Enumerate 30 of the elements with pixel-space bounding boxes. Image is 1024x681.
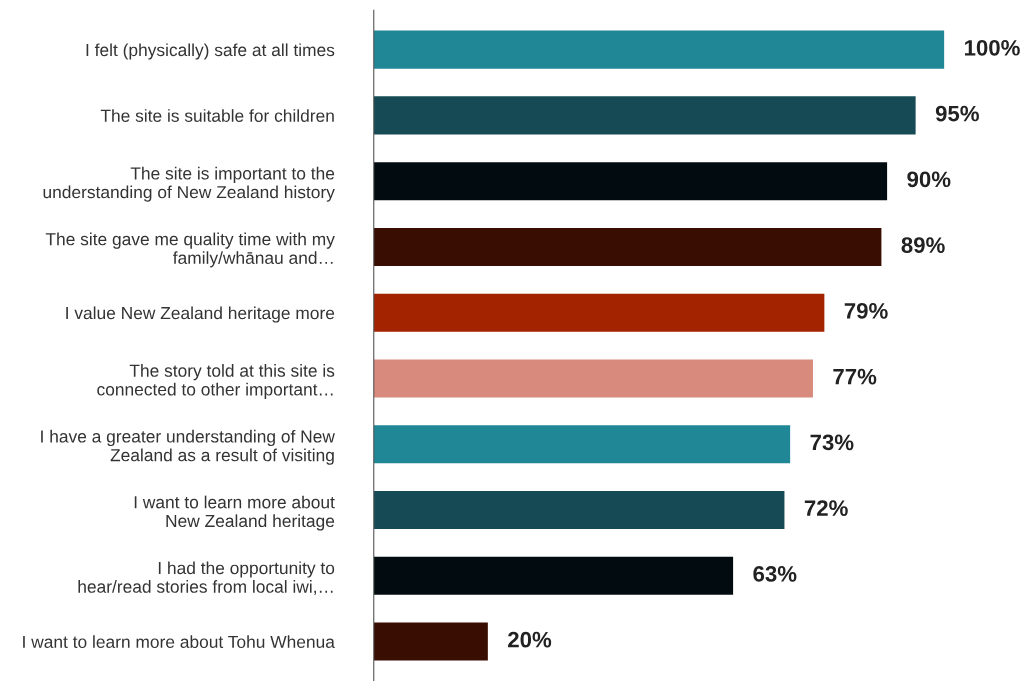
y-tick-label: I want to learn more about New Zealand heritage bbox=[134, 495, 335, 531]
y-tick-label: The site is suitable for children bbox=[100, 109, 334, 122]
y-tick-label: I had the opportunity to hear/read stories from local iwi,… bbox=[78, 561, 335, 595]
data-label: 63% bbox=[753, 566, 797, 582]
y-tick-label: I want to learn more about Tohu Whenua bbox=[23, 635, 335, 648]
bar bbox=[373, 556, 734, 595]
bar bbox=[373, 162, 888, 201]
data-label: 77% bbox=[833, 368, 877, 385]
bar bbox=[373, 490, 785, 530]
y-tick-label: I have a greater understanding of New Zealand as a result of visiting bbox=[41, 429, 335, 465]
bar bbox=[373, 30, 945, 69]
bar bbox=[373, 293, 825, 332]
data-label: 72% bbox=[804, 500, 848, 516]
bar bbox=[373, 622, 488, 661]
data-label: 90% bbox=[907, 171, 951, 188]
bar bbox=[373, 425, 791, 464]
y-tick-label: The story told at this site is connected to other important… bbox=[97, 364, 335, 399]
data-label: 95% bbox=[935, 105, 979, 122]
y-tick-label: The site gave me quality time with my family/whānau and… bbox=[45, 232, 335, 268]
data-label: 89% bbox=[901, 237, 945, 253]
bar bbox=[373, 227, 882, 267]
y-tick-label: I value New Zealand heritage more bbox=[66, 306, 335, 323]
bar bbox=[373, 96, 916, 135]
y-tick-label: The site is important to the understanding of New Zealand history bbox=[43, 166, 335, 202]
bar bbox=[373, 359, 813, 398]
data-label: 79% bbox=[844, 302, 888, 319]
data-label: 100% bbox=[964, 39, 1020, 56]
y-tick-label: I felt (physically) safe at all times bbox=[86, 43, 335, 60]
data-label: 20% bbox=[508, 631, 552, 648]
data-label: 73% bbox=[810, 434, 854, 451]
